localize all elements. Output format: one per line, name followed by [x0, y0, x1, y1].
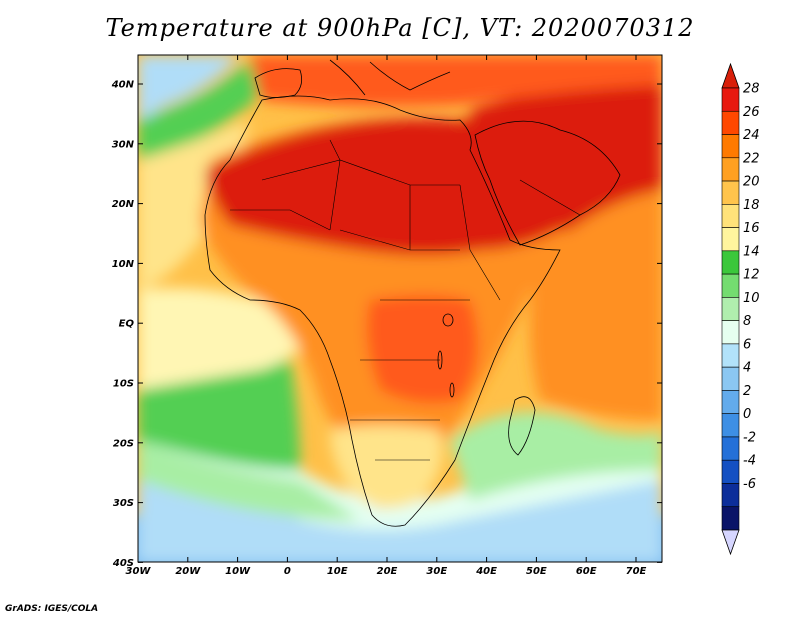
field-northatlantic-cool	[138, 55, 240, 130]
colorbar-swatch	[721, 227, 740, 252]
colorbar-bottom-arrow	[721, 529, 740, 556]
colorbar-swatch	[721, 390, 740, 414]
colorbar-swatch	[721, 110, 740, 135]
colorbar-label: 24	[743, 128, 760, 143]
madagascar	[508, 396, 536, 456]
colorbar-swatch	[721, 180, 740, 205]
field-indian-green	[450, 412, 662, 500]
lat-label: 40S	[112, 558, 134, 569]
lat-label: 40N	[111, 80, 135, 91]
colorbar-swatch	[721, 273, 740, 298]
colorbar-label: 12	[743, 268, 760, 283]
colorbar-label: 2	[743, 384, 751, 399]
lat-label: 10N	[112, 259, 135, 270]
lon-label: 20W	[175, 566, 201, 577]
iberia	[254, 68, 303, 98]
lon-label: 40E	[475, 566, 497, 577]
colorbar-label: 14	[743, 244, 760, 259]
field-central-warm	[366, 295, 478, 404]
colorbar-swatch	[721, 413, 740, 438]
lon-label: 20E	[377, 566, 398, 577]
colorbar-label: 0	[743, 407, 751, 422]
field-south-lightblue	[138, 470, 662, 562]
colorbar-label: 22	[743, 151, 760, 166]
lon-label: 50E	[526, 566, 547, 577]
lat-label: 10S	[113, 379, 134, 390]
colorbar-swatch	[721, 297, 740, 321]
colorbar-label: -2	[743, 430, 756, 445]
lat-label: 30S	[113, 498, 134, 509]
colorbar-swatch	[721, 366, 740, 391]
lakes	[437, 313, 455, 398]
lon-label: 0	[284, 566, 291, 577]
italy-balkans	[329, 59, 451, 96]
colorbar-label: 16	[743, 221, 760, 236]
lon-label: 70E	[626, 566, 647, 577]
map-title: Temperature at 900hPa [C], VT: 202007031…	[105, 14, 695, 42]
field-south-mint	[138, 430, 662, 530]
africa-coastline	[204, 95, 561, 527]
colorbar-label: -4	[743, 454, 756, 469]
colorbar-label: 6	[743, 337, 751, 352]
lon-label: 10W	[225, 566, 251, 577]
colorbar-top-arrow	[721, 62, 740, 89]
colorbar-label: 10	[743, 291, 760, 306]
longitude-axis: 30W 20W 10W 0 10E 20E 30E 40E 50E 60E 70E	[126, 55, 647, 577]
colorbar-swatch	[721, 204, 740, 228]
colorbar-swatch	[721, 157, 740, 182]
colorbar-swatch	[721, 506, 740, 531]
lon-label: 30E	[426, 566, 447, 577]
colorbar-label: 28	[743, 82, 760, 97]
latitude-axis: 40N 30N 20N 10N EQ 10S 20S 30S 40S	[111, 80, 662, 569]
colorbar-swatch	[721, 87, 740, 112]
field-southernafrica-yellow	[330, 425, 443, 508]
grads-credit: GrADS: IGES/COLA	[5, 604, 99, 614]
lon-label: 60E	[576, 566, 597, 577]
colorbar-swatch	[721, 459, 740, 484]
lon-label: 10E	[327, 566, 348, 577]
colorbar-label: 4	[743, 361, 751, 376]
colorbar-swatch	[721, 250, 740, 275]
coastlines-borders	[204, 59, 621, 527]
map-frame	[137, 54, 663, 563]
colorbar-swatch	[721, 320, 740, 345]
colorbar-swatch	[721, 436, 740, 461]
colorbar-label: 8	[743, 314, 751, 329]
colorbar-swatch	[721, 343, 740, 368]
colorbar-label: -6	[743, 477, 756, 492]
colorbar-swatch	[721, 134, 740, 159]
arabian-peninsula	[474, 120, 621, 246]
colorbar-label: 20	[743, 175, 760, 190]
temperature-field	[138, 55, 662, 562]
field-europe-orange	[250, 55, 662, 107]
lat-label: 30N	[112, 139, 135, 150]
field-atlantic-lightgreen	[138, 440, 360, 520]
internal-borders	[230, 139, 581, 461]
lat-label: 20N	[112, 199, 135, 210]
colorbar-label: 26	[743, 105, 760, 120]
field-arabia-hot	[470, 80, 662, 230]
lat-label: 20S	[113, 438, 134, 449]
field-eq-yellow	[138, 288, 320, 390]
field-atlantic-green	[138, 360, 300, 470]
lat-label: EQ	[119, 319, 135, 330]
lon-label: 30W	[126, 566, 152, 577]
colorbar-label: 18	[743, 198, 760, 213]
colorbar-swatch	[721, 483, 740, 508]
